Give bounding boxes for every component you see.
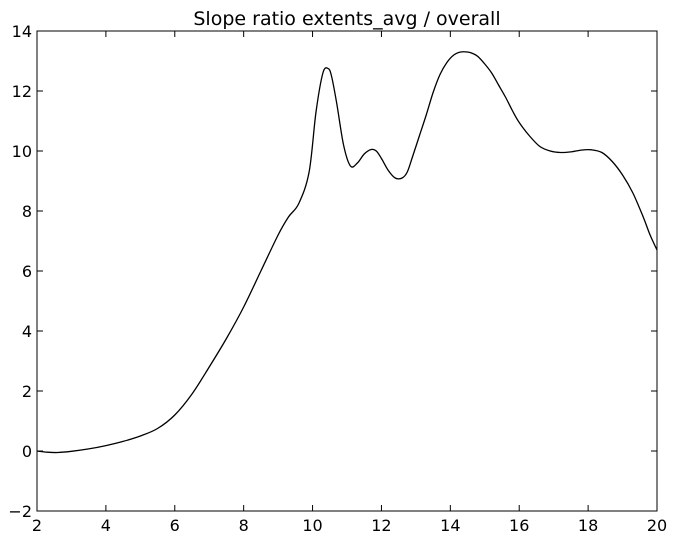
y-tick-label: 2 bbox=[22, 382, 32, 401]
y-tick-label: 4 bbox=[22, 322, 32, 341]
x-tick-label: 10 bbox=[302, 516, 322, 535]
x-tick-label: 6 bbox=[170, 516, 180, 535]
x-tick-label: 18 bbox=[578, 516, 598, 535]
axis-tick-labels: 2 4 6 8 10 12 14 16 18 20 −2 0 2 4 6 8 10 12 14 bbox=[8, 22, 667, 535]
x-tick-label: 16 bbox=[509, 516, 529, 535]
y-tick-label: 0 bbox=[22, 442, 32, 461]
plot-area bbox=[36, 51, 658, 454]
y-tick-label: 6 bbox=[22, 262, 32, 281]
x-tick-label: 2 bbox=[32, 516, 42, 535]
y-tick-label: 14 bbox=[12, 22, 32, 41]
plot-frame bbox=[36, 30, 658, 512]
x-tick-label: 20 bbox=[647, 516, 667, 535]
x-tick-label: 4 bbox=[101, 516, 111, 535]
chart-title: Slope ratio extents_avg / overall bbox=[193, 8, 500, 30]
series-line bbox=[36, 51, 658, 454]
x-tick-label: 12 bbox=[371, 516, 391, 535]
y-tick-label: 8 bbox=[22, 202, 32, 221]
x-tick-label: 8 bbox=[239, 516, 249, 535]
x-tick-label: 14 bbox=[440, 516, 460, 535]
y-tick-label: −2 bbox=[8, 502, 32, 521]
y-tick-label: 10 bbox=[12, 142, 32, 161]
y-tick-label: 12 bbox=[12, 82, 32, 101]
